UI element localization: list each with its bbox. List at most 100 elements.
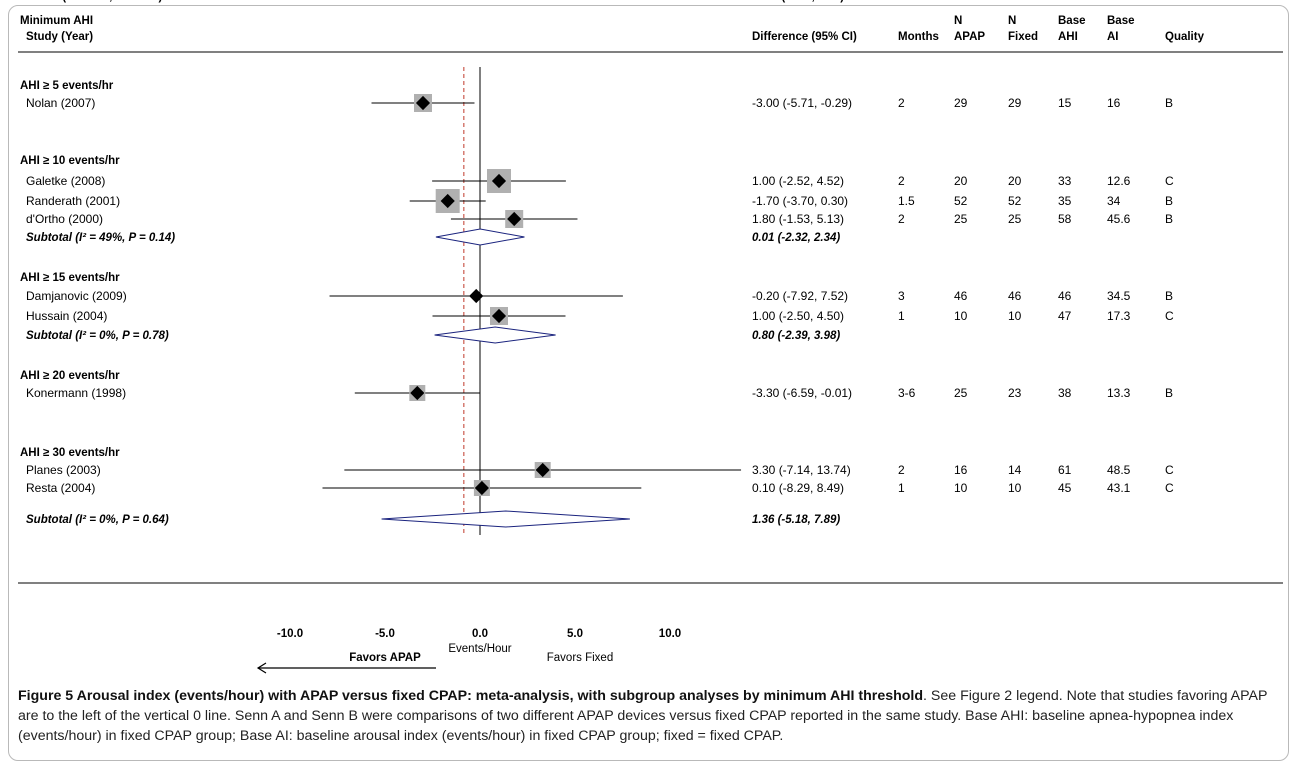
point-estimate (474, 480, 489, 496)
n-fixed-value: 46 (1008, 289, 1022, 303)
months-value: 2 (898, 96, 905, 110)
point-estimate (415, 95, 431, 111)
n-apap-value: 25 (954, 212, 968, 226)
study-label: Resta (2004) (26, 481, 95, 495)
n-fixed-value: 14 (1008, 463, 1022, 477)
base-ahi-value: 35 (1058, 194, 1072, 208)
base-ai-value: 13.3 (1107, 386, 1131, 400)
point-estimate (491, 308, 507, 324)
x-axis: -10.0 -5.0 0.0 5.0 10.0 Events/Hour Favors APA… (256, 628, 681, 674)
study-label: Galetke (2008) (26, 174, 105, 188)
point-estimate (507, 211, 522, 227)
months-value: 3-6 (898, 386, 916, 400)
n-fixed-value: 52 (1008, 194, 1022, 208)
n-apap-value: 29 (954, 96, 968, 110)
x-tick-label: 10.0 (659, 628, 681, 640)
group-label: AHI ≥ 10 events/hr (20, 155, 120, 167)
x-axis-unit: Events/Hour (448, 643, 511, 655)
header-n-fixed-2: Fixed (1008, 31, 1038, 43)
quality-value: B (1165, 212, 1173, 226)
point-estimate (440, 193, 455, 209)
months-value: 2 (898, 212, 905, 226)
favors-apap-label: Favors APAP (349, 652, 421, 664)
header-group-line2: Study (Year) (26, 31, 93, 43)
n-fixed-value: 23 (1008, 386, 1022, 400)
base-ahi-value: 58 (1058, 212, 1072, 226)
forest-marks (322, 67, 742, 535)
header-difference: Difference (95% CI) (752, 31, 857, 43)
quality-value: B (1165, 386, 1173, 400)
base-ai-value: 45.6 (1107, 212, 1131, 226)
header-base-ahi-2: AHI (1058, 31, 1078, 43)
header-base-ai-2: AI (1107, 31, 1119, 43)
forest-plot: Minimum AHI Study (Year) Difference (95%… (18, 0, 1283, 674)
quality-value: C (1165, 309, 1174, 323)
subtotal-ci-value: 0.80 (-2.39, 3.98) (752, 330, 840, 342)
header-base-ahi-1: Base (1058, 15, 1086, 27)
study-label: Randerath (2001) (26, 194, 120, 208)
n-apap-value: 10 (954, 309, 968, 323)
n-apap-value: 10 (954, 481, 968, 495)
caption-body: . See Figure 2 legend. Note that studies… (18, 688, 1268, 744)
x-tick-label: -5.0 (375, 628, 395, 640)
base-ahi-value: 45 (1058, 481, 1072, 495)
months-value: 2 (898, 463, 905, 477)
x-tick-label: -10.0 (277, 628, 303, 640)
quality-value: C (1165, 481, 1174, 495)
subtotal-label: Subtotal (I² = 49%, P = 0.14) (26, 232, 175, 244)
study-label: Planes (2003) (26, 463, 101, 477)
column-headers: Minimum AHI Study (Year) Difference (95%… (20, 15, 1205, 43)
ci-value: -1.70 (-3.70, 0.30) (752, 194, 848, 208)
n-apap-value: 16 (954, 463, 968, 477)
n-fixed-value: 29 (1008, 96, 1022, 110)
point-estimate (410, 385, 425, 401)
base-ai-value: 48.5 (1107, 463, 1131, 477)
quality-value: B (1165, 289, 1173, 303)
n-apap-value: 20 (954, 174, 968, 188)
study-label: Damjanovic (2009) (26, 289, 127, 303)
ci-value: 0.10 (-8.29, 8.49) (752, 481, 844, 495)
n-apap-value: 46 (954, 289, 968, 303)
group-label: AHI ≥ 15 events/hr (20, 272, 120, 284)
subtotal-diamond (381, 510, 630, 528)
n-apap-value: 25 (954, 386, 968, 400)
base-ahi-value: 47 (1058, 309, 1072, 323)
group-label: AHI ≥ 20 events/hr (20, 370, 120, 382)
base-ahi-value: 33 (1058, 174, 1072, 188)
ci-value: -3.00 (-5.71, -0.29) (752, 96, 852, 110)
quality-value: C (1165, 463, 1174, 477)
overall-label: Overall (I² = 23%, P = 0.24) (20, 0, 163, 3)
subtotal-diamond (434, 326, 556, 344)
base-ai-value: 34.5 (1107, 289, 1131, 303)
subtotal-ci-value: 0.01 (-2.32, 2.34) (752, 232, 840, 244)
base-ai-value: 34 (1107, 194, 1121, 208)
base-ahi-value: 38 (1058, 386, 1072, 400)
caption-title: Figure 5 Arousal index (events/hour) wit… (18, 688, 924, 704)
subtotal-diamond (435, 228, 525, 246)
group-label: AHI ≥ 30 events/hr (20, 447, 120, 459)
header-n-fixed-1: N (1008, 15, 1016, 27)
point-estimate (535, 462, 550, 478)
base-ai-value: 16 (1107, 96, 1121, 110)
header-n-apap-1: N (954, 15, 962, 27)
months-value: 1 (898, 481, 905, 495)
overall-p-label: P=0.231 (502, 0, 547, 3)
ci-value: 1.80 (-1.53, 5.13) (752, 212, 844, 226)
months-value: 1.5 (898, 194, 915, 208)
point-estimate (469, 288, 484, 304)
ci-value: -3.30 (-6.59, -0.01) (752, 386, 852, 400)
base-ai-value: 17.3 (1107, 309, 1131, 323)
study-label: Konermann (1998) (26, 386, 126, 400)
ci-value: 1.00 (-2.52, 4.52) (752, 174, 844, 188)
ci-value: 1.00 (-2.50, 4.50) (752, 309, 844, 323)
header-n-apap-2: APAP (954, 31, 985, 43)
base-ahi-value: 15 (1058, 96, 1072, 110)
study-label: Hussain (2004) (26, 309, 107, 323)
header-quality: Quality (1165, 31, 1205, 43)
months-value: 3 (898, 289, 905, 303)
ci-value: 3.30 (-7.14, 13.74) (752, 463, 851, 477)
n-fixed-value: 10 (1008, 481, 1022, 495)
subtotal-label: Subtotal (I² = 0%, P = 0.78) (26, 330, 169, 342)
quality-value: B (1165, 96, 1173, 110)
ci-value: -0.20 (-7.92, 7.52) (752, 289, 848, 303)
